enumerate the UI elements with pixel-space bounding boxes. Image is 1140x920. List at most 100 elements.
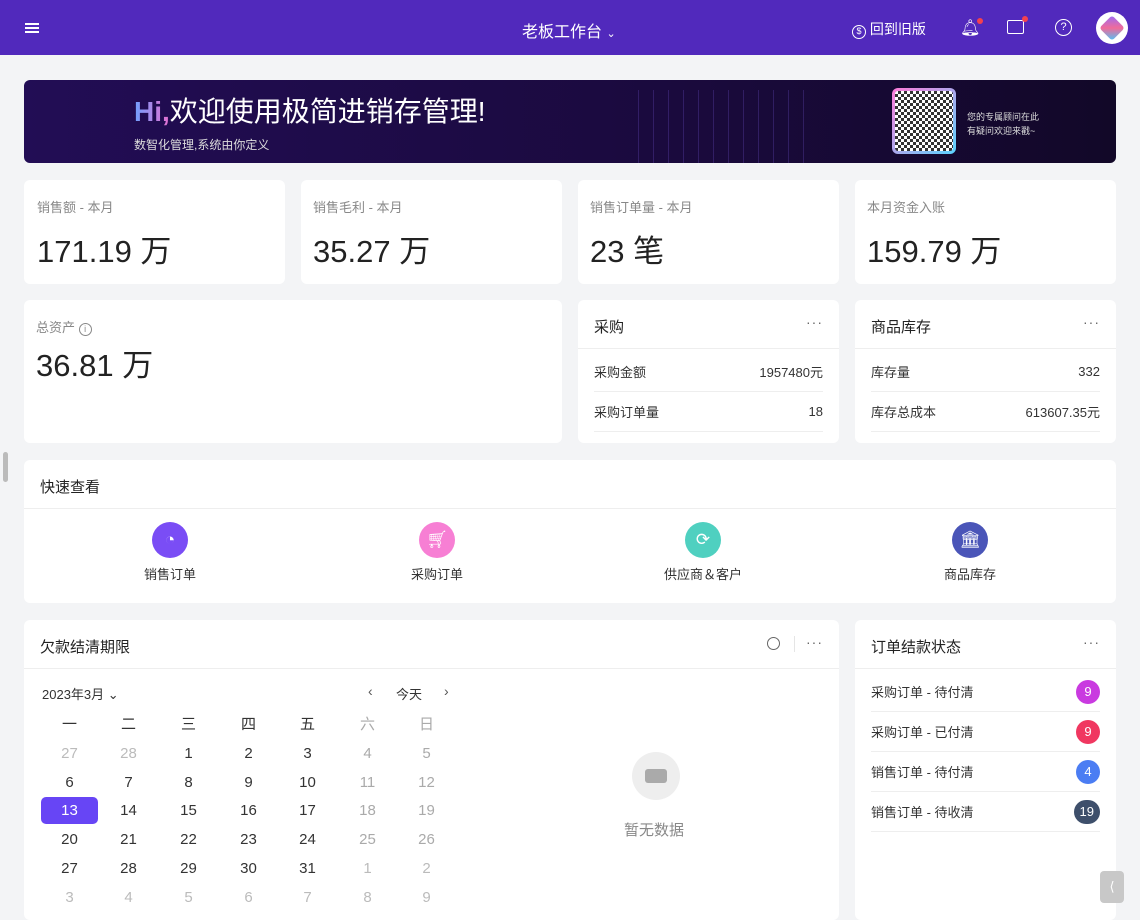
quick-stock[interactable]: 🏛︎ 商品库存 xyxy=(910,522,1030,583)
calendar-day[interactable]: 4 xyxy=(124,888,133,906)
calendar-day[interactable]: 6 xyxy=(65,773,74,791)
more-icon[interactable]: ··· xyxy=(806,314,823,330)
calendar-day[interactable]: 7 xyxy=(124,773,133,791)
top-header: 老板工作台 ⌄ $ 回到旧版 🔔︎ ? xyxy=(0,0,1140,55)
calendar-day[interactable]: 5 xyxy=(184,888,193,906)
calendar-day[interactable]: 7 xyxy=(303,888,312,906)
stat-label: 销售订单量 - 本月 xyxy=(590,200,693,215)
more-icon[interactable]: ··· xyxy=(1083,314,1100,330)
weekday-header: 日 xyxy=(418,716,434,733)
calendar-day[interactable]: 28 xyxy=(120,745,137,762)
row-value: 613607.35元 xyxy=(1025,405,1100,420)
calendar-day[interactable]: 9 xyxy=(422,888,431,906)
qr-code xyxy=(892,88,956,154)
calendar-day[interactable]: 9 xyxy=(244,773,253,791)
prev-month-icon[interactable]: ‹ xyxy=(368,683,373,699)
qr-caption-1: 您的专属顾问在此 xyxy=(967,112,1040,122)
calendar-day[interactable]: 27 xyxy=(61,859,78,877)
month-selector[interactable]: 2023年3月 ⌄ xyxy=(42,684,119,703)
next-month-icon[interactable]: › xyxy=(444,683,449,699)
calendar-day[interactable]: 14 xyxy=(120,802,137,820)
calendar-day[interactable]: 2 xyxy=(244,745,253,762)
row-label: 采购订单 - 待付清 xyxy=(871,685,974,700)
workspace-switcher[interactable]: 老板工作台 ⌄ xyxy=(522,18,616,42)
calendar-day[interactable]: 5 xyxy=(422,745,431,762)
stat-value: 171.19 万 xyxy=(37,234,172,269)
briefcase-icon[interactable] xyxy=(1007,16,1028,34)
order-status-row[interactable]: 采购订单 - 待付清 9 xyxy=(871,672,1100,712)
header-title: 老板工作台 xyxy=(522,24,603,41)
bell-icon[interactable]: 🔔︎ xyxy=(960,18,984,38)
quick-purchase-orders[interactable]: 🛒︎ 采购订单 xyxy=(377,522,497,583)
calendar-day[interactable]: 27 xyxy=(61,745,78,762)
card-title: 欠款结清期限 xyxy=(40,639,131,656)
calendar-day[interactable]: 4 xyxy=(363,745,372,762)
more-icon[interactable]: ··· xyxy=(1083,634,1100,650)
row-value: 332 xyxy=(1078,364,1100,379)
calendar-day[interactable]: 26 xyxy=(418,831,435,849)
cart-icon: 🛒︎ xyxy=(419,522,455,558)
calendar-day[interactable]: 19 xyxy=(418,802,435,820)
order-status-row[interactable]: 销售订单 - 待付清 4 xyxy=(871,752,1100,792)
calendar-day[interactable]: 6 xyxy=(244,888,253,906)
stat-label: 销售毛利 - 本月 xyxy=(313,200,403,215)
calendar-day[interactable]: 23 xyxy=(240,831,257,849)
refresh-icon: ⟳ xyxy=(685,522,721,558)
row-label: 销售订单 - 待收清 xyxy=(871,805,974,820)
info-icon[interactable]: i xyxy=(78,323,92,336)
calendar-day[interactable]: 21 xyxy=(120,831,137,849)
weekday-header: 二 xyxy=(120,716,136,733)
search-icon[interactable] xyxy=(767,637,780,650)
calendar-day[interactable]: 16 xyxy=(240,802,257,820)
calendar-day[interactable]: 2 xyxy=(422,859,431,877)
order-status-row[interactable]: 采购订单 - 已付清 9 xyxy=(871,712,1100,752)
weekday-header: 四 xyxy=(240,716,256,733)
stat-label: 销售额 - 本月 xyxy=(37,200,114,215)
more-icon[interactable]: ··· xyxy=(806,634,823,650)
quick-label: 供应商＆客户 xyxy=(663,567,742,582)
stat-value: 35.27 万 xyxy=(313,234,431,269)
help-icon[interactable]: ? xyxy=(1055,19,1072,36)
calendar-day[interactable]: 12 xyxy=(418,773,435,791)
quick-suppliers-customers[interactable]: ⟳ 供应商＆客户 xyxy=(643,522,763,583)
chevron-down-icon: ⌄ xyxy=(107,687,119,702)
month-label: 2023年3月 xyxy=(42,687,105,702)
calendar-day[interactable]: 3 xyxy=(65,888,74,906)
calendar-day[interactable]: 25 xyxy=(359,831,376,849)
calendar-day[interactable]: 31 xyxy=(299,859,316,877)
calendar-day[interactable]: 11 xyxy=(359,773,376,791)
qr-caption-2: 有疑问欢迎来戳~ xyxy=(967,126,1036,136)
hamburger-icon[interactable] xyxy=(25,23,39,33)
avatar[interactable] xyxy=(1096,12,1128,44)
calendar-day[interactable]: 29 xyxy=(180,859,197,877)
calendar-day[interactable]: 22 xyxy=(180,831,197,849)
row-label: 库存量 xyxy=(871,365,911,380)
calendar-day[interactable]: 3 xyxy=(303,745,312,762)
calendar-day[interactable]: 24 xyxy=(299,831,316,849)
calendar-day[interactable]: 1 xyxy=(184,745,193,762)
calendar-day[interactable]: 20 xyxy=(61,831,78,849)
calendar-day[interactable]: 17 xyxy=(299,802,316,820)
total-assets-card: 总资产 i 36.81 万 xyxy=(24,300,562,443)
stat-value: 23 笔 xyxy=(590,234,665,269)
calendar-day[interactable]: 1 xyxy=(363,859,372,877)
calendar-day[interactable]: 15 xyxy=(180,802,197,820)
stat-card-orders: 销售订单量 - 本月 23 笔 xyxy=(578,180,839,284)
calendar-day[interactable]: 8 xyxy=(363,888,372,906)
collapse-side-button[interactable]: ⟨ xyxy=(1100,871,1124,903)
old-version-button[interactable]: $ 回到旧版 xyxy=(852,19,926,39)
calendar-day[interactable]: 30 xyxy=(240,859,257,877)
quick-label: 采购订单 xyxy=(410,567,463,582)
quick-sales-orders[interactable]: ◔ 销售订单 xyxy=(110,522,230,583)
row-label: 采购订单 - 已付清 xyxy=(871,725,974,740)
calendar-day[interactable]: 18 xyxy=(359,802,376,820)
calendar-day[interactable]: 8 xyxy=(184,773,193,791)
calendar-day[interactable]: 13 xyxy=(41,797,98,825)
row-label: 采购金额 xyxy=(594,365,647,380)
calendar-day[interactable]: 10 xyxy=(299,773,316,791)
calendar-day[interactable]: 28 xyxy=(120,859,137,877)
today-button[interactable]: 今天 xyxy=(396,687,423,702)
order-status-row[interactable]: 销售订单 - 待收清 19 xyxy=(871,792,1100,832)
count-badge: 9 xyxy=(1076,719,1100,744)
scrollbar-handle[interactable] xyxy=(3,452,8,482)
